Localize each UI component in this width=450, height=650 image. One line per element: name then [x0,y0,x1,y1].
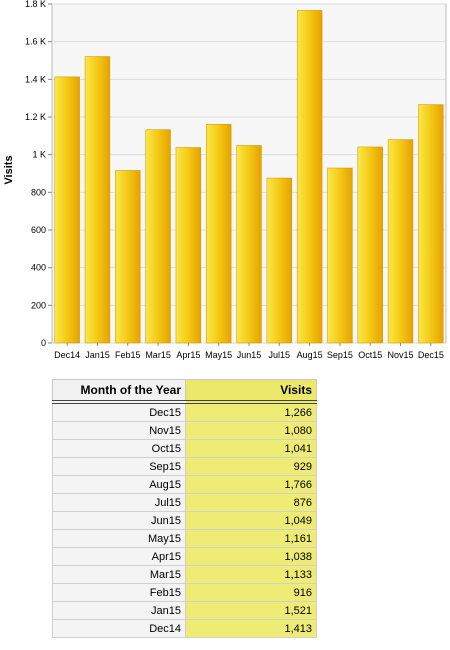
cell-month: Apr15 [52,547,186,566]
x-tick-label: Mar15 [145,350,171,360]
cell-month: Dec15 [52,401,186,422]
x-tick-label: Dec14 [54,350,80,360]
table-row: Jun15 1,049 [52,511,317,530]
x-tick-label: Apr15 [176,350,200,360]
table-row: Oct15 1,041 [52,439,317,458]
data-table: Month of the Year Visits Dec15 1,266 Nov15… [52,379,317,638]
y-tick-label: 1.2 K [25,112,46,122]
column-header-month[interactable]: Month of the Year [52,379,186,404]
cell-visits: 876 [185,493,317,512]
x-tick-label: Jun15 [237,350,262,360]
bar-oct15[interactable] [357,146,383,344]
cell-month: Jun15 [52,511,186,530]
cell-month: Dec14 [52,619,186,638]
cell-month: Sep15 [52,457,186,476]
cell-visits: 1,521 [185,601,317,620]
cell-visits: 929 [185,457,317,476]
bar-nov15[interactable] [387,139,414,344]
y-tick-label: 200 [31,300,46,310]
table-row: Feb15 916 [52,583,317,602]
cell-month: Jan15 [52,601,186,620]
x-tick-label: Aug15 [297,350,323,360]
bar-jun15[interactable] [236,145,262,344]
table-header-row: Month of the Year Visits [52,379,317,404]
bar-feb15[interactable] [115,170,141,344]
x-tick-label: Dec15 [418,350,444,360]
x-tick-label: Jan15 [85,350,110,360]
table-row: Nov15 1,080 [52,421,317,440]
bar-apr15[interactable] [175,147,202,344]
y-tick-label: 600 [31,225,46,235]
y-tick-label: 1.4 K [25,74,46,84]
cell-month: Feb15 [52,583,186,602]
cell-visits: 1,766 [185,475,317,494]
cell-month: Oct15 [52,439,186,458]
data-table-container: Month of the Year Visits Dec15 1,266 Nov15… [52,379,317,638]
x-tick-label: Sep15 [327,350,353,360]
cell-month: Jul15 [52,493,186,512]
cell-visits: 916 [185,583,317,602]
y-tick-label: 1.8 K [25,0,46,9]
table-row: Apr15 1,038 [52,547,317,566]
cell-visits: 1,133 [185,565,317,584]
cell-visits: 1,041 [185,439,317,458]
table-row: Sep15 929 [52,457,317,476]
cell-visits: 1,266 [185,401,317,422]
bar-may15[interactable] [206,124,232,344]
table-body: Dec15 1,266 Nov15 1,080 Oct15 1,041 Sep15 929 Au… [52,401,317,638]
x-tick-label: Nov15 [388,350,414,360]
bar-mar15[interactable] [145,129,171,344]
table-row: Aug15 1,766 [52,475,317,494]
y-tick-label: 400 [31,263,46,273]
x-tick-label: Oct15 [358,350,382,360]
cell-visits: 1,161 [185,529,317,548]
y-axis-ticks: 0 200 400 600 800 1 K 1.2 K 1.4 K 1.6 K 1.8 K [25,0,52,348]
bar-dec15[interactable] [418,104,444,344]
bar-jul15[interactable] [266,177,292,344]
cell-visits: 1,413 [185,619,317,638]
bar-chart: 0 200 400 600 800 1 K 1.2 K 1.4 K 1.6 K 1.8 K Dec… [3,0,447,360]
table-row: Dec15 1,266 [52,401,317,422]
bar-aug15[interactable] [296,10,323,344]
column-header-visits[interactable]: Visits [185,379,317,404]
cell-visits: 1,080 [185,421,317,440]
table-row: Dec14 1,413 [52,619,317,638]
y-tick-label: 1 K [32,150,46,160]
bar-dec14[interactable] [54,76,80,344]
x-tick-label: Feb15 [115,350,141,360]
cell-visits: 1,038 [185,547,317,566]
y-tick-label: 1.6 K [25,37,46,47]
bar-sep15[interactable] [327,167,353,344]
cell-month: Aug15 [52,475,186,494]
cell-visits: 1,049 [185,511,317,530]
table-row: Jan15 1,521 [52,601,317,620]
y-tick-label: 800 [31,187,46,197]
bar-jan15[interactable] [84,56,111,344]
x-tick-label: Jul15 [269,350,291,360]
cell-month: May15 [52,529,186,548]
y-axis-title: Visits [3,155,15,184]
table-row: May15 1,161 [52,529,317,548]
table-row: Mar15 1,133 [52,565,317,584]
x-axis-ticks: Dec14 Jan15 Feb15 Mar15 Apr15 May15 Jun15 Jul15… [54,343,444,360]
table-row: Jul15 876 [52,493,317,512]
y-tick-label: 0 [41,338,46,348]
cell-month: Mar15 [52,565,186,584]
x-tick-label: May15 [205,350,232,360]
cell-month: Nov15 [52,421,186,440]
